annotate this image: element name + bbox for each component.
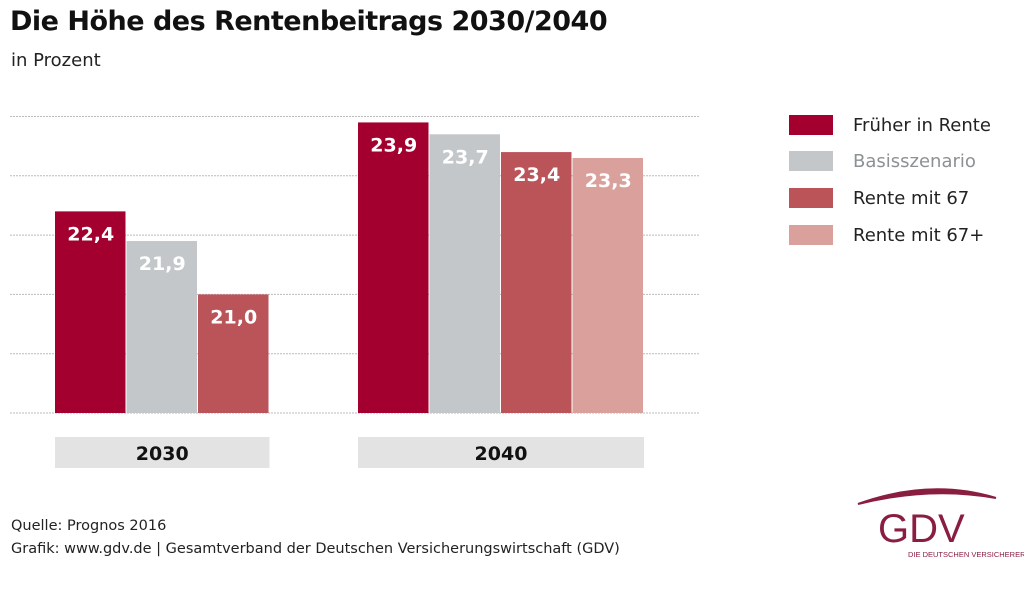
legend-swatch: [789, 151, 833, 171]
category-label: 2040: [475, 443, 528, 465]
legend-swatch: [789, 188, 833, 208]
legend-label: Rente mit 67: [853, 187, 970, 209]
legend-swatch: [789, 115, 833, 135]
legend-label: Früher in Rente: [853, 114, 991, 136]
category-box: [55, 437, 270, 468]
data-label: 21,9: [139, 253, 186, 275]
legend-label: Basisszenario: [853, 150, 976, 172]
credit-line: Grafik: www.gdv.de | Gesamtverband der D…: [11, 541, 620, 557]
data-label: 21,0: [210, 306, 257, 328]
chart-subtitle: in Prozent: [11, 50, 101, 71]
gdv-logo-graphic: GDV DIE DEUTSCHEN VERSICHERER: [857, 488, 1024, 559]
legend-item-rente67: Rente mit 67: [789, 187, 969, 209]
bar-2040-3: [572, 158, 643, 413]
data-label: 23,4: [513, 164, 560, 186]
data-label: 23,7: [442, 146, 489, 168]
category-box: [358, 437, 644, 468]
bar-2030-2: [198, 294, 269, 413]
gdv-logo: GDV DIE DEUTSCHEN VERSICHERER: [850, 482, 1024, 562]
bar-2030-0: [55, 211, 126, 413]
category-label: 2030: [136, 443, 189, 465]
data-label: 22,4: [67, 223, 114, 245]
source-line: Quelle: Prognos 2016: [11, 518, 167, 534]
bar-2040-2: [501, 152, 572, 413]
bar-2040-0: [358, 122, 429, 414]
data-label: 23,3: [585, 170, 632, 192]
bar-2030-1: [126, 241, 197, 413]
legend-label: Rente mit 67+: [853, 224, 985, 246]
svg-text:DIE DEUTSCHEN VERSICHERER: DIE DEUTSCHEN VERSICHERER: [908, 550, 1024, 559]
legend-swatch: [789, 225, 833, 245]
data-label: 23,9: [370, 134, 417, 156]
bar-2040-1: [429, 134, 500, 414]
svg-text:GDV: GDV: [878, 507, 965, 551]
legend-item-rente67plus: Rente mit 67+: [789, 224, 984, 246]
legend-item-basis: Basisszenario: [789, 150, 976, 172]
legend-item-frueher: Früher in Rente: [789, 114, 991, 136]
chart-title: Die Höhe des Rentenbeitrags 2030/2040: [10, 6, 608, 37]
